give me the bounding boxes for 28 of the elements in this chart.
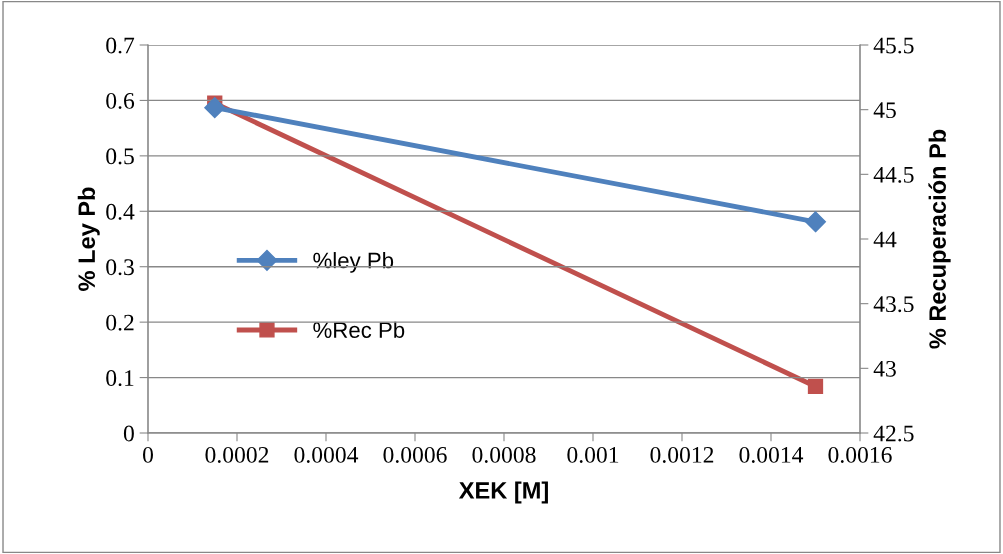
- y-tick-label: 0.1: [106, 370, 134, 387]
- y-tick-label: 0.3: [106, 259, 134, 276]
- y-axis-title: % Ley Pb: [77, 187, 100, 291]
- y2-tick-label: 42.5: [873, 425, 914, 442]
- y2-axis-title: % Recuperación Pb: [928, 129, 951, 349]
- x-tick-label: 0.001: [567, 446, 619, 463]
- x-tick-label: 0: [143, 446, 153, 463]
- y-tick-label: 0.6: [106, 92, 135, 109]
- y-tick-label: 0.4: [106, 203, 135, 220]
- x-axis-title: XEK [M]: [458, 481, 548, 504]
- y-tick-label: 0.5: [106, 148, 134, 165]
- x-tick-label: 0.0002: [205, 446, 269, 463]
- x-tick-label: 0.0008: [472, 446, 536, 463]
- x-tick-label: 0.0014: [739, 446, 804, 463]
- x-tick-label: 0.0016: [828, 446, 892, 463]
- y2-tick-label: 43.5: [873, 296, 914, 313]
- y-tick-label: 0.7: [106, 37, 135, 54]
- y2-tick-label: 45.5: [873, 37, 914, 54]
- y2-tick-label: 44: [873, 231, 897, 248]
- legend-label: %Rec Pb: [313, 321, 405, 338]
- x-tick-label: 0.0006: [383, 446, 447, 463]
- y-tick-label: 0: [123, 425, 134, 442]
- x-tick-label: 0.0004: [294, 446, 359, 463]
- x-tick-label: 0.0012: [650, 446, 714, 463]
- y2-tick-label: 45: [873, 102, 896, 119]
- y2-tick-label: 44.5: [873, 166, 914, 183]
- y2-tick-label: 43: [873, 360, 896, 377]
- y-tick-label: 0.2: [106, 314, 134, 331]
